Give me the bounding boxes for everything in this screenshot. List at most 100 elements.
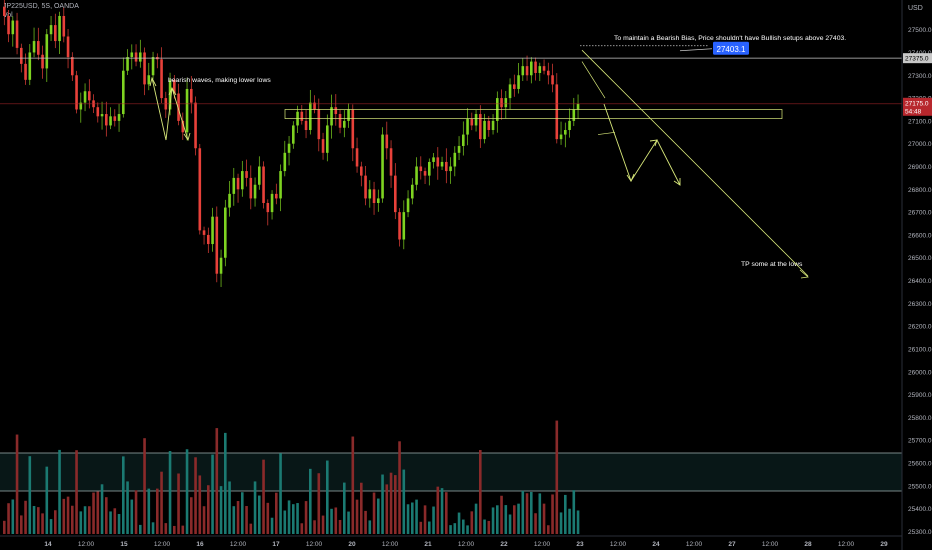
countdown-text: 54:48 (905, 108, 922, 115)
candle-body (11, 20, 15, 35)
volume-bar (547, 525, 550, 534)
candle-body (185, 88, 189, 133)
volume-bar (559, 512, 563, 534)
candle-body (364, 175, 367, 199)
candle-body (15, 20, 19, 48)
candle-body (445, 161, 448, 172)
volume-bar (381, 474, 384, 534)
candle-body (491, 120, 495, 131)
candle-body (32, 41, 36, 53)
volume-bar (147, 488, 151, 534)
x-tick-label: 20 (348, 541, 356, 548)
volume-bar (198, 475, 202, 534)
candle-body (432, 157, 435, 162)
volume-bar (534, 513, 537, 534)
y-tick-label: 26000.0 (908, 369, 932, 376)
candle-body (538, 66, 542, 73)
candle-body (168, 79, 172, 110)
trend-arrowhead (799, 269, 809, 279)
candle-body (292, 125, 295, 144)
volume-bar (368, 520, 372, 534)
volume-bar (249, 523, 253, 534)
candle-body (79, 102, 83, 110)
y-tick-label: 26800.0 (908, 187, 932, 194)
volume-bar (15, 434, 19, 534)
volume-bar (151, 522, 155, 534)
volume-bar (508, 514, 512, 534)
x-tick-label: 28 (804, 541, 812, 548)
volume-bar (453, 523, 457, 534)
volume-bar (270, 517, 274, 534)
candle-body (147, 75, 151, 85)
volume-bar (517, 503, 520, 534)
volume-bar (287, 500, 291, 534)
candle-body (253, 184, 257, 199)
volume-bar (262, 459, 265, 534)
volume-bar (83, 506, 87, 534)
volume-bar (300, 523, 304, 534)
volume-bar (474, 503, 478, 534)
candle-body (389, 148, 393, 176)
volume-bar (134, 490, 138, 534)
candle-body (224, 207, 227, 258)
volume-bar (113, 508, 117, 534)
volume-bar (100, 484, 104, 534)
x-tick-label: 12:00 (610, 541, 627, 548)
volume-bar (389, 472, 393, 534)
candle-body (504, 98, 508, 108)
volume-bar (491, 507, 495, 534)
volume-bar (211, 454, 214, 534)
candle-body (117, 114, 121, 121)
volume-bar (351, 436, 355, 534)
y-tick-label: 26300.0 (908, 301, 932, 308)
volume-bar (130, 499, 134, 534)
candle-body (232, 177, 236, 194)
candle-body (338, 114, 342, 128)
current-price-tag (903, 97, 932, 116)
candle-body (236, 177, 240, 190)
volume-bar (190, 497, 193, 534)
volume-bar (156, 488, 159, 534)
annotation-layer: 27403.1 To maintain a Bearish Bias, Price… (0, 35, 902, 279)
volume-bar (58, 449, 61, 534)
wave-arrowhead (149, 76, 157, 87)
candle-body (355, 148, 359, 167)
candle-body (160, 59, 163, 99)
volume-bar (338, 519, 342, 534)
volume-bar (330, 508, 333, 534)
candle-body (41, 54, 44, 69)
x-tick-label: 12:00 (382, 541, 399, 548)
candle-body (517, 75, 520, 89)
volume-bar (470, 511, 474, 534)
y-tick-label: 26700.0 (908, 210, 932, 217)
candle-body (470, 118, 474, 126)
candle-body (151, 57, 155, 76)
volume-bar (304, 501, 308, 534)
volume-bar (202, 506, 206, 534)
volume-bar (24, 500, 27, 534)
candle-body (105, 114, 108, 126)
volume-bar (215, 428, 219, 534)
candle-body (360, 166, 363, 176)
candle-body (568, 120, 571, 131)
candle-body (287, 143, 291, 153)
candle-body (304, 120, 308, 131)
volume-bar (143, 438, 146, 534)
candle-layer (3, 0, 580, 288)
volume-bar (432, 506, 435, 534)
candle-body (551, 75, 554, 85)
volume-bar (279, 453, 282, 534)
candle-body (211, 216, 214, 245)
volume-bar (436, 486, 440, 534)
volume-bar (440, 488, 444, 534)
trend-line (581, 49, 809, 277)
volume-bar (219, 486, 223, 534)
candle-body (500, 98, 503, 108)
tp-note: TP some at the lows (741, 261, 803, 268)
volume-bar (71, 505, 74, 534)
x-tick-label: 17 (272, 541, 280, 548)
y-tick-label: 27000.0 (908, 141, 932, 148)
